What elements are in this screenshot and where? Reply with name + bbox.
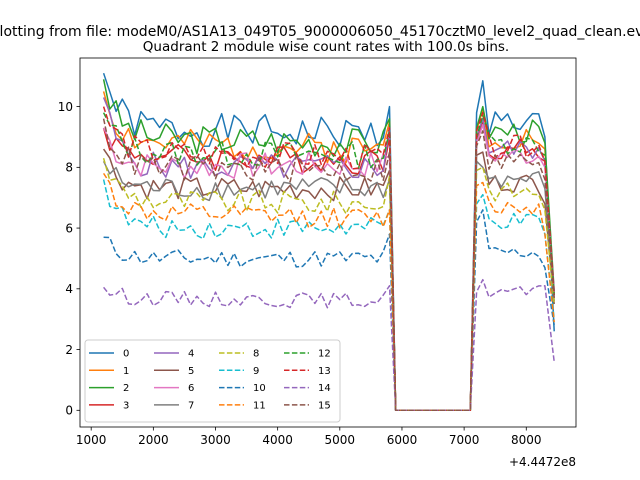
legend-label: 6 [188,383,194,394]
y-tick-label: 10 [58,100,73,114]
legend-label: 1 [123,366,129,377]
legend-frame [84,339,341,423]
legend-label: 9 [253,366,259,377]
x-tick-label: 8000 [511,433,542,447]
legend-label: 4 [188,349,194,360]
x-tick-label: 7000 [449,433,480,447]
legend-label: 12 [318,349,331,360]
legend-label: 15 [318,401,331,412]
legend-label: 2 [123,383,129,394]
y-axis: 0 2 4 6 8 10 [58,100,80,418]
plot-title: Quadrant 2 module wise count rates with … [143,39,509,55]
legend-label: 5 [188,366,194,377]
figure-suptitle: Plotting from file: modeM0/AS1A13_049T05… [0,24,640,40]
x-tick-label: 6000 [387,433,418,447]
legend-label: 7 [188,401,194,412]
series-line-9 [102,179,555,412]
series-line-0 [102,72,555,412]
series-line-8 [102,157,555,412]
y-tick-label: 0 [65,404,73,418]
series-line-11 [102,172,555,412]
x-tick-label: 3000 [200,433,231,447]
legend-label: 0 [123,349,129,360]
y-tick-label: 4 [65,282,73,296]
series-line-7 [102,160,555,412]
x-tick-label: 4000 [262,433,293,447]
y-tick-label: 6 [65,221,73,235]
series-line-14 [103,278,555,412]
series-layer [102,72,555,412]
legend-label: 8 [253,349,259,360]
x-tick-label: 5000 [325,433,356,447]
legend-label: 14 [318,383,331,394]
x-axis: 1000 2000 3000 4000 5000 6000 7000 8000 [76,427,542,447]
series-line-10 [103,209,555,412]
x-tick-label: 1000 [76,433,107,447]
legend-label: 3 [123,401,129,412]
y-tick-label: 8 [65,161,73,175]
y-tick-label: 2 [65,343,73,357]
series-line-15 [102,118,555,412]
legend-label: 10 [253,383,266,394]
x-tick-label: 2000 [138,433,169,447]
legend-label: 11 [253,401,266,412]
series-line-13 [102,106,555,412]
plot-frame [79,57,577,428]
legend-label: 13 [318,366,331,377]
series-line-6 [102,124,555,412]
x-axis-offset-label: +4.4472e8 [509,455,576,469]
